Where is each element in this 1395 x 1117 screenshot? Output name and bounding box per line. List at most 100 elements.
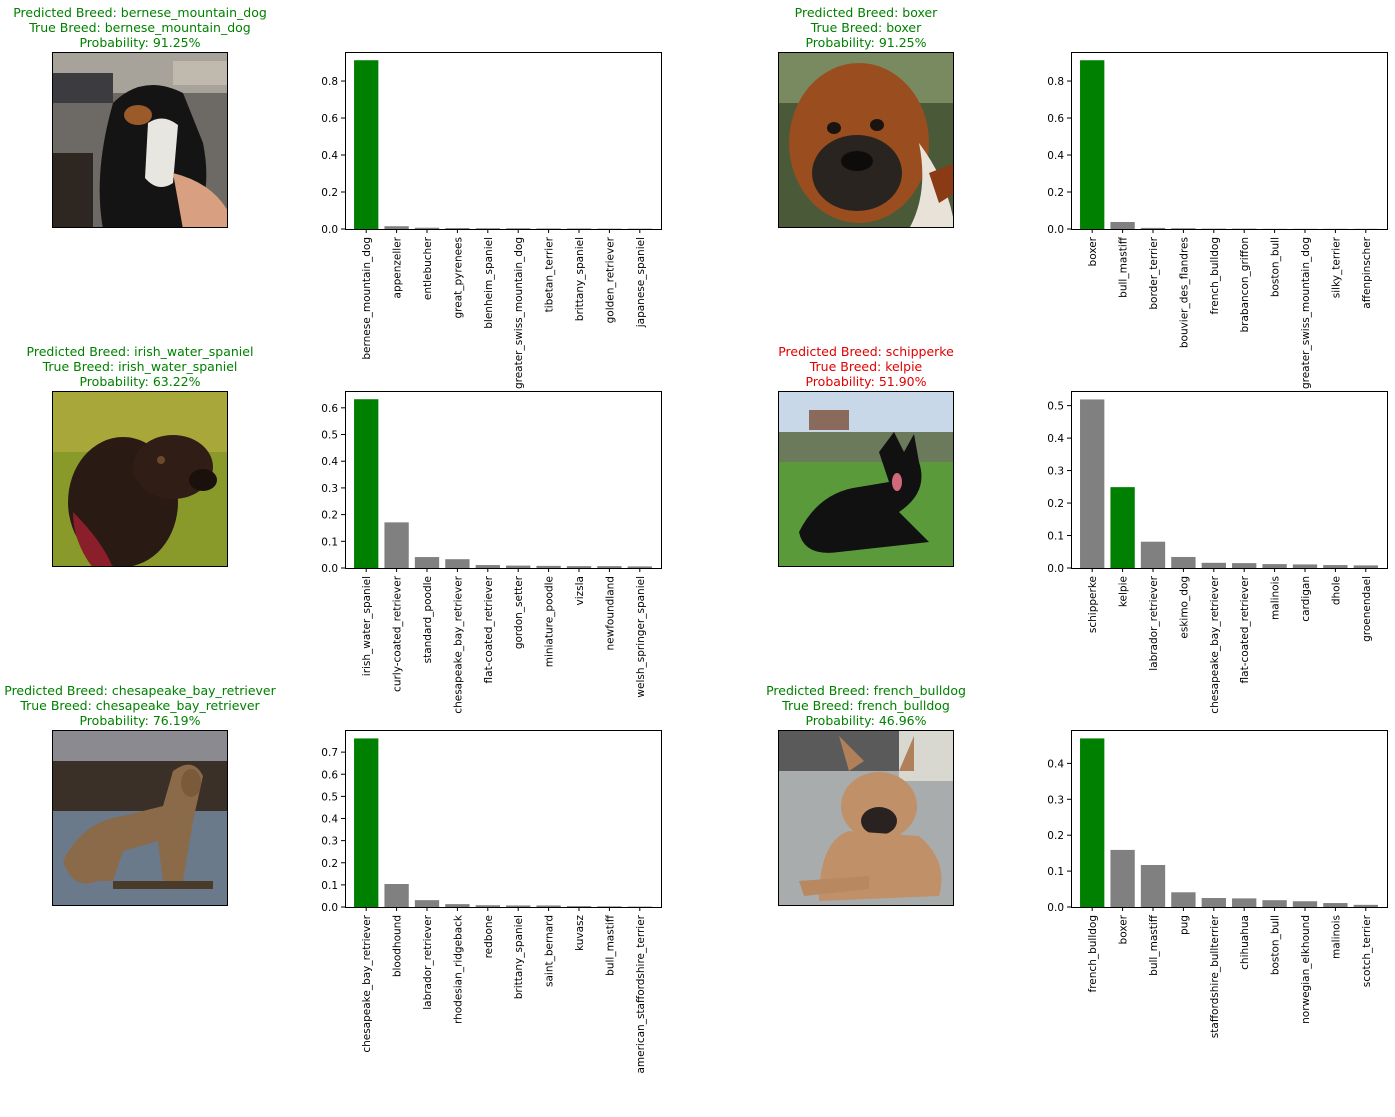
y-tick-label: 0.0 xyxy=(321,563,338,575)
bar-brittany_spaniel xyxy=(567,228,591,229)
x-tick-label: american_staffordshire_terrier xyxy=(635,914,647,1073)
x-tick-label: boston_bull xyxy=(1270,915,1282,975)
y-tick-label: 0.2 xyxy=(1047,830,1064,842)
x-tick-label: chesapeake_bay_retriever xyxy=(361,914,373,1052)
x-tick-label: flat-coated_retriever xyxy=(1239,575,1251,683)
bar-staffordshire_bullterrier xyxy=(1202,898,1226,907)
prediction-title: Predicted Breed: chesapeake_bay_retrieve… xyxy=(4,683,276,728)
bar-groenendael xyxy=(1354,565,1378,568)
true-label: True Breed: french_bulldog xyxy=(766,698,966,713)
x-tick-label: bull_mastiff xyxy=(604,914,616,976)
y-tick-label: 0.2 xyxy=(321,187,338,199)
bar-boxer xyxy=(1080,60,1104,229)
y-tick-label: 0.6 xyxy=(321,769,338,781)
bar-great_pyrenees xyxy=(445,228,469,229)
y-tick-label: 0.8 xyxy=(1047,76,1064,88)
bar-vizsla xyxy=(567,566,591,568)
probability-label: Probability: 46.96% xyxy=(766,713,966,728)
bar-newfoundland xyxy=(597,566,621,568)
x-tick-label: flat-coated_retriever xyxy=(483,575,495,683)
bar-scotch_terrier xyxy=(1354,905,1378,907)
x-tick-label: saint_bernard xyxy=(544,915,556,987)
probability-label: Probability: 76.19% xyxy=(4,713,276,728)
true-label: True Breed: bernese_mountain_dog xyxy=(13,20,267,35)
bar-schipperke xyxy=(1080,399,1104,568)
x-tick-label: miniature_poodle xyxy=(544,576,556,667)
y-tick-label: 0.2 xyxy=(1047,498,1064,510)
y-tick-label: 0.0 xyxy=(321,224,338,236)
bar-redbone xyxy=(476,905,500,907)
probability-label: Probability: 63.22% xyxy=(27,374,254,389)
predicted-label: Predicted Breed: schipperke xyxy=(778,344,954,359)
x-tick-label: entlebucher xyxy=(422,236,434,300)
bar-curly-coated_retriever xyxy=(384,522,408,568)
bar-bull_mastiff xyxy=(1110,222,1134,229)
bar-irish_water_spaniel xyxy=(354,399,378,568)
y-tick-label: 0.2 xyxy=(1047,187,1064,199)
dog-photo xyxy=(52,730,228,906)
x-tick-label: gordon_setter xyxy=(513,575,525,649)
bar-bloodhound xyxy=(384,884,408,907)
x-tick-label: tibetan_terrier xyxy=(544,236,556,312)
bar-norwegian_elkhound xyxy=(1293,901,1317,907)
x-tick-label: eskimo_dog xyxy=(1178,576,1190,639)
x-tick-label: curly-coated_retriever xyxy=(392,575,404,692)
bar-boxer xyxy=(1110,850,1134,907)
x-tick-label: redbone xyxy=(483,915,495,958)
bar-entlebucher xyxy=(415,228,439,229)
y-tick-label: 0.4 xyxy=(321,150,338,162)
plot-frame xyxy=(346,731,662,908)
y-tick-label: 0.6 xyxy=(321,113,338,125)
bar-flat-coated_retriever xyxy=(1232,563,1256,568)
predicted-label: Predicted Breed: irish_water_spaniel xyxy=(27,344,254,359)
bar-chesapeake_bay_retriever xyxy=(1202,563,1226,568)
x-tick-label: bull_mastiff xyxy=(1118,236,1130,298)
y-tick-label: 0.1 xyxy=(321,536,338,548)
x-tick-label: pug xyxy=(1178,915,1190,935)
x-tick-label: french_bulldog xyxy=(1209,237,1221,314)
x-tick-label: kuvasz xyxy=(574,915,586,952)
x-tick-label: scotch_terrier xyxy=(1361,914,1373,987)
y-tick-label: 0.5 xyxy=(1047,401,1064,413)
y-tick-label: 0.2 xyxy=(321,510,338,522)
bar-bernese_mountain_dog xyxy=(354,60,378,229)
bar-boston_bull xyxy=(1262,900,1286,907)
x-tick-label: kelpie xyxy=(1118,576,1130,607)
x-tick-label: labrador_retriever xyxy=(422,914,434,1009)
bar-rhodesian_ridgeback xyxy=(445,904,469,907)
x-tick-label: vizsla xyxy=(574,576,586,605)
x-tick-label: border_terrier xyxy=(1148,236,1160,309)
dog-photo xyxy=(778,730,954,906)
x-tick-label: bull_mastiff xyxy=(1148,914,1160,976)
y-tick-label: 0.4 xyxy=(1047,150,1064,162)
bar-labrador_retriever xyxy=(415,900,439,907)
bar-saint_bernard xyxy=(536,905,560,907)
bar-brittany_spaniel xyxy=(506,905,530,907)
bar-greater_swiss_mountain_dog xyxy=(506,228,530,229)
x-tick-label: dhole xyxy=(1330,576,1342,605)
bar-appenzeller xyxy=(384,226,408,229)
y-tick-label: 0.4 xyxy=(1047,433,1064,445)
y-tick-label: 0.3 xyxy=(1047,794,1064,806)
predicted-label: Predicted Breed: bernese_mountain_dog xyxy=(13,5,267,20)
x-tick-label: blenheim_spaniel xyxy=(483,237,495,329)
x-tick-label: standard_poodle xyxy=(422,576,434,663)
bar-malinois xyxy=(1262,564,1286,568)
dog-photo xyxy=(778,391,954,567)
y-tick-label: 0.5 xyxy=(321,791,338,803)
y-tick-label: 0.0 xyxy=(1047,902,1064,914)
x-tick-label: malinois xyxy=(1330,915,1342,959)
x-tick-label: appenzeller xyxy=(392,236,404,298)
x-tick-label: brittany_spaniel xyxy=(574,237,586,321)
x-tick-label: affenpinscher xyxy=(1361,236,1373,308)
bar-standard_poodle xyxy=(415,557,439,568)
probability-label: Probability: 51.90% xyxy=(778,374,954,389)
y-tick-label: 0.3 xyxy=(321,836,338,848)
y-tick-label: 0.3 xyxy=(1047,466,1064,478)
dog-photo xyxy=(52,391,228,567)
